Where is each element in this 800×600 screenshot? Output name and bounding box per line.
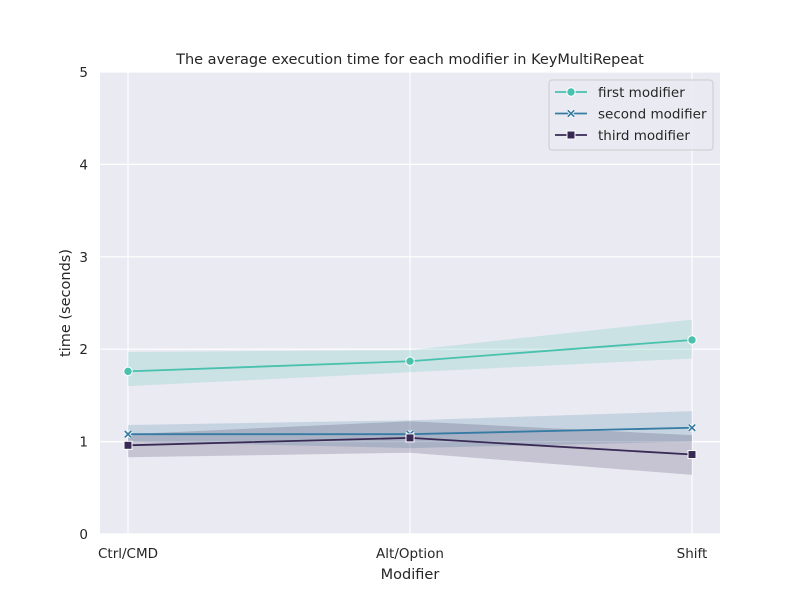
legend-marker (566, 109, 576, 118)
y-tick-label: 4 (79, 157, 88, 173)
legend-entry: first modifier (555, 85, 685, 101)
data-point-series-1 (687, 335, 697, 345)
legend-marker (566, 130, 576, 140)
data-point-series-1 (405, 356, 415, 366)
legend-label: second modifier (598, 107, 707, 123)
y-tick-label: 1 (79, 435, 88, 451)
y-axis-label: time (seconds) (58, 249, 74, 357)
legend-entry: third modifier (555, 128, 690, 144)
data-point-series-3 (687, 450, 697, 460)
data-point-series-2 (687, 423, 697, 433)
x-axis-label: Modifier (381, 567, 440, 583)
legend: first modifier second modifier third modif… (548, 79, 714, 151)
x-tick-label: Ctrl/CMD (98, 546, 158, 562)
y-tick-label: 3 (79, 250, 88, 266)
data-point-series-3 (123, 440, 133, 450)
legend-box (548, 79, 714, 151)
data-point-series-1 (123, 366, 133, 377)
ci-band-series-2 (128, 411, 692, 449)
legend-entry: second modifier (555, 107, 707, 123)
chart-title: The average execution time for each modi… (175, 52, 644, 68)
series-markers (123, 335, 697, 460)
ci-band-series-1 (128, 319, 692, 387)
legend-marker (566, 87, 576, 97)
legend-label: first modifier (598, 85, 685, 101)
y-tick-label: 5 (79, 65, 88, 81)
y-tick-label: 0 (79, 527, 88, 543)
data-point-series-2 (123, 429, 133, 439)
y-tick-label: 2 (79, 342, 88, 358)
x-tick-label: Alt/Option (376, 546, 444, 562)
x-tick-label: Shift (677, 546, 708, 562)
tick-labels: 0 1 2 3 4 5 Ctrl/CMD Alt/Option Shift (79, 65, 707, 562)
data-point-series-3 (405, 433, 415, 443)
legend-label: third modifier (598, 128, 690, 144)
